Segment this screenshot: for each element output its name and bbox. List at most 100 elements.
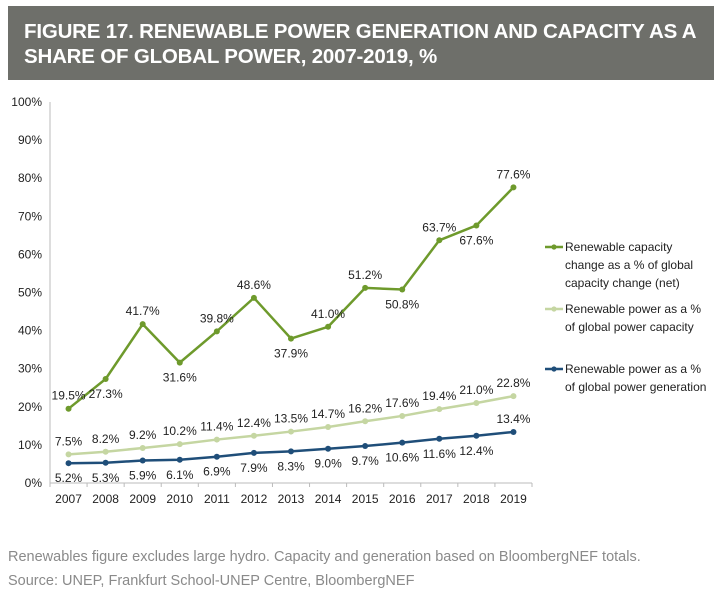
data-label: 22.8%: [496, 376, 530, 390]
figure-title: FIGURE 17. RENEWABLE POWER GENERATION AN…: [8, 6, 714, 80]
data-point: [325, 445, 332, 452]
data-point: [213, 328, 220, 335]
y-tick-label: 30%: [18, 362, 42, 376]
data-point: [510, 393, 517, 400]
data-label: 63.7%: [422, 220, 456, 234]
data-label: 21.0%: [459, 383, 493, 397]
legend-label: capacity change (net): [565, 276, 680, 290]
data-point: [325, 323, 332, 330]
data-label: 5.9%: [129, 469, 157, 483]
data-point: [176, 359, 183, 366]
y-tick-label: 70%: [18, 209, 42, 223]
data-point: [325, 423, 332, 430]
data-label: 27.3%: [89, 387, 123, 401]
data-point: [362, 443, 369, 450]
data-label: 9.0%: [314, 457, 342, 471]
data-label: 9.7%: [351, 454, 379, 468]
x-tick-label: 2010: [166, 492, 193, 506]
data-label: 8.3%: [277, 459, 305, 473]
x-tick-label: 2019: [500, 492, 527, 506]
y-tick-label: 0%: [25, 476, 43, 490]
data-point: [176, 441, 183, 448]
data-point: [213, 453, 220, 460]
data-point: [65, 460, 72, 467]
data-point: [65, 405, 72, 412]
data-label: 6.1%: [166, 468, 194, 482]
data-point: [473, 399, 480, 406]
data-point: [473, 432, 480, 439]
data-label: 9.2%: [129, 428, 157, 442]
source-note: Source: UNEP, Frankfurt School-UNEP Cent…: [8, 573, 415, 589]
x-tick-label: 2009: [129, 492, 156, 506]
x-tick-label: 2011: [204, 492, 230, 506]
data-label: 5.2%: [55, 471, 83, 485]
data-label: 50.8%: [385, 297, 419, 311]
data-point: [362, 284, 369, 291]
data-label: 19.5%: [52, 389, 86, 403]
data-label: 48.6%: [237, 278, 271, 292]
data-label: 7.5%: [55, 434, 83, 448]
legend-marker: [551, 244, 557, 250]
data-label: 16.2%: [348, 401, 382, 415]
x-tick-label: 2013: [278, 492, 305, 506]
data-point: [288, 428, 294, 435]
data-label: 17.6%: [385, 396, 419, 410]
data-label: 41.0%: [311, 307, 345, 321]
data-label: 19.4%: [422, 389, 456, 403]
legend-label: of global power generation: [565, 380, 706, 394]
y-tick-label: 10%: [18, 438, 42, 452]
data-point: [399, 412, 406, 419]
data-point: [436, 237, 443, 244]
data-point: [250, 449, 257, 456]
y-tick-label: 80%: [18, 171, 42, 185]
y-tick-label: 50%: [18, 286, 42, 300]
legend-marker: [551, 306, 557, 312]
data-label: 5.3%: [92, 471, 120, 485]
data-label: 11.6%: [423, 447, 456, 461]
data-point: [436, 406, 443, 413]
data-label: 10.2%: [163, 424, 197, 438]
data-point: [510, 184, 517, 191]
data-point: [399, 439, 406, 446]
x-tick-label: 2008: [92, 492, 119, 506]
y-tick-label: 40%: [18, 324, 42, 338]
data-point: [473, 222, 480, 229]
data-label: 41.7%: [126, 304, 160, 318]
data-label: 6.9%: [203, 465, 231, 479]
data-point: [139, 457, 146, 464]
line-chart: 0% 10% 20% 30% 40% 50% 60% 70% 80% 90% 100% 2007 200…: [11, 95, 706, 506]
y-tick-label: 20%: [18, 400, 42, 414]
data-point: [65, 451, 72, 458]
x-tick-label: 2014: [315, 492, 342, 506]
x-tick-label: 2017: [426, 492, 453, 506]
data-label: 11.4%: [200, 420, 233, 434]
data-point: [102, 459, 109, 466]
data-label: 12.4%: [459, 444, 493, 458]
x-tick-label: 2012: [241, 492, 268, 506]
data-label: 39.8%: [200, 311, 234, 325]
data-point: [510, 428, 517, 435]
y-tick-label: 60%: [18, 247, 42, 261]
legend-label: Renewable power as a %: [565, 302, 701, 316]
legend-marker: [551, 366, 557, 372]
legend-label: Renewable power as a %: [565, 362, 701, 376]
data-point: [250, 432, 257, 439]
legend-label: change as a % of global: [565, 258, 693, 272]
data-label: 67.6%: [459, 233, 493, 247]
data-point: [102, 375, 109, 382]
data-point: [102, 448, 109, 455]
legend-label: of global power capacity: [565, 320, 694, 334]
legend-label: Renewable capacity: [565, 240, 672, 254]
x-tick-label: 2015: [352, 492, 379, 506]
data-point: [139, 444, 146, 451]
x-tick-label: 2007: [55, 492, 82, 506]
data-point: [399, 286, 406, 293]
data-point: [288, 448, 294, 455]
data-label: 31.6%: [163, 371, 197, 385]
data-point: [362, 418, 369, 425]
data-point: [213, 436, 220, 443]
data-label: 77.6%: [496, 167, 530, 181]
data-label: 7.9%: [240, 461, 268, 475]
data-point: [250, 294, 257, 301]
